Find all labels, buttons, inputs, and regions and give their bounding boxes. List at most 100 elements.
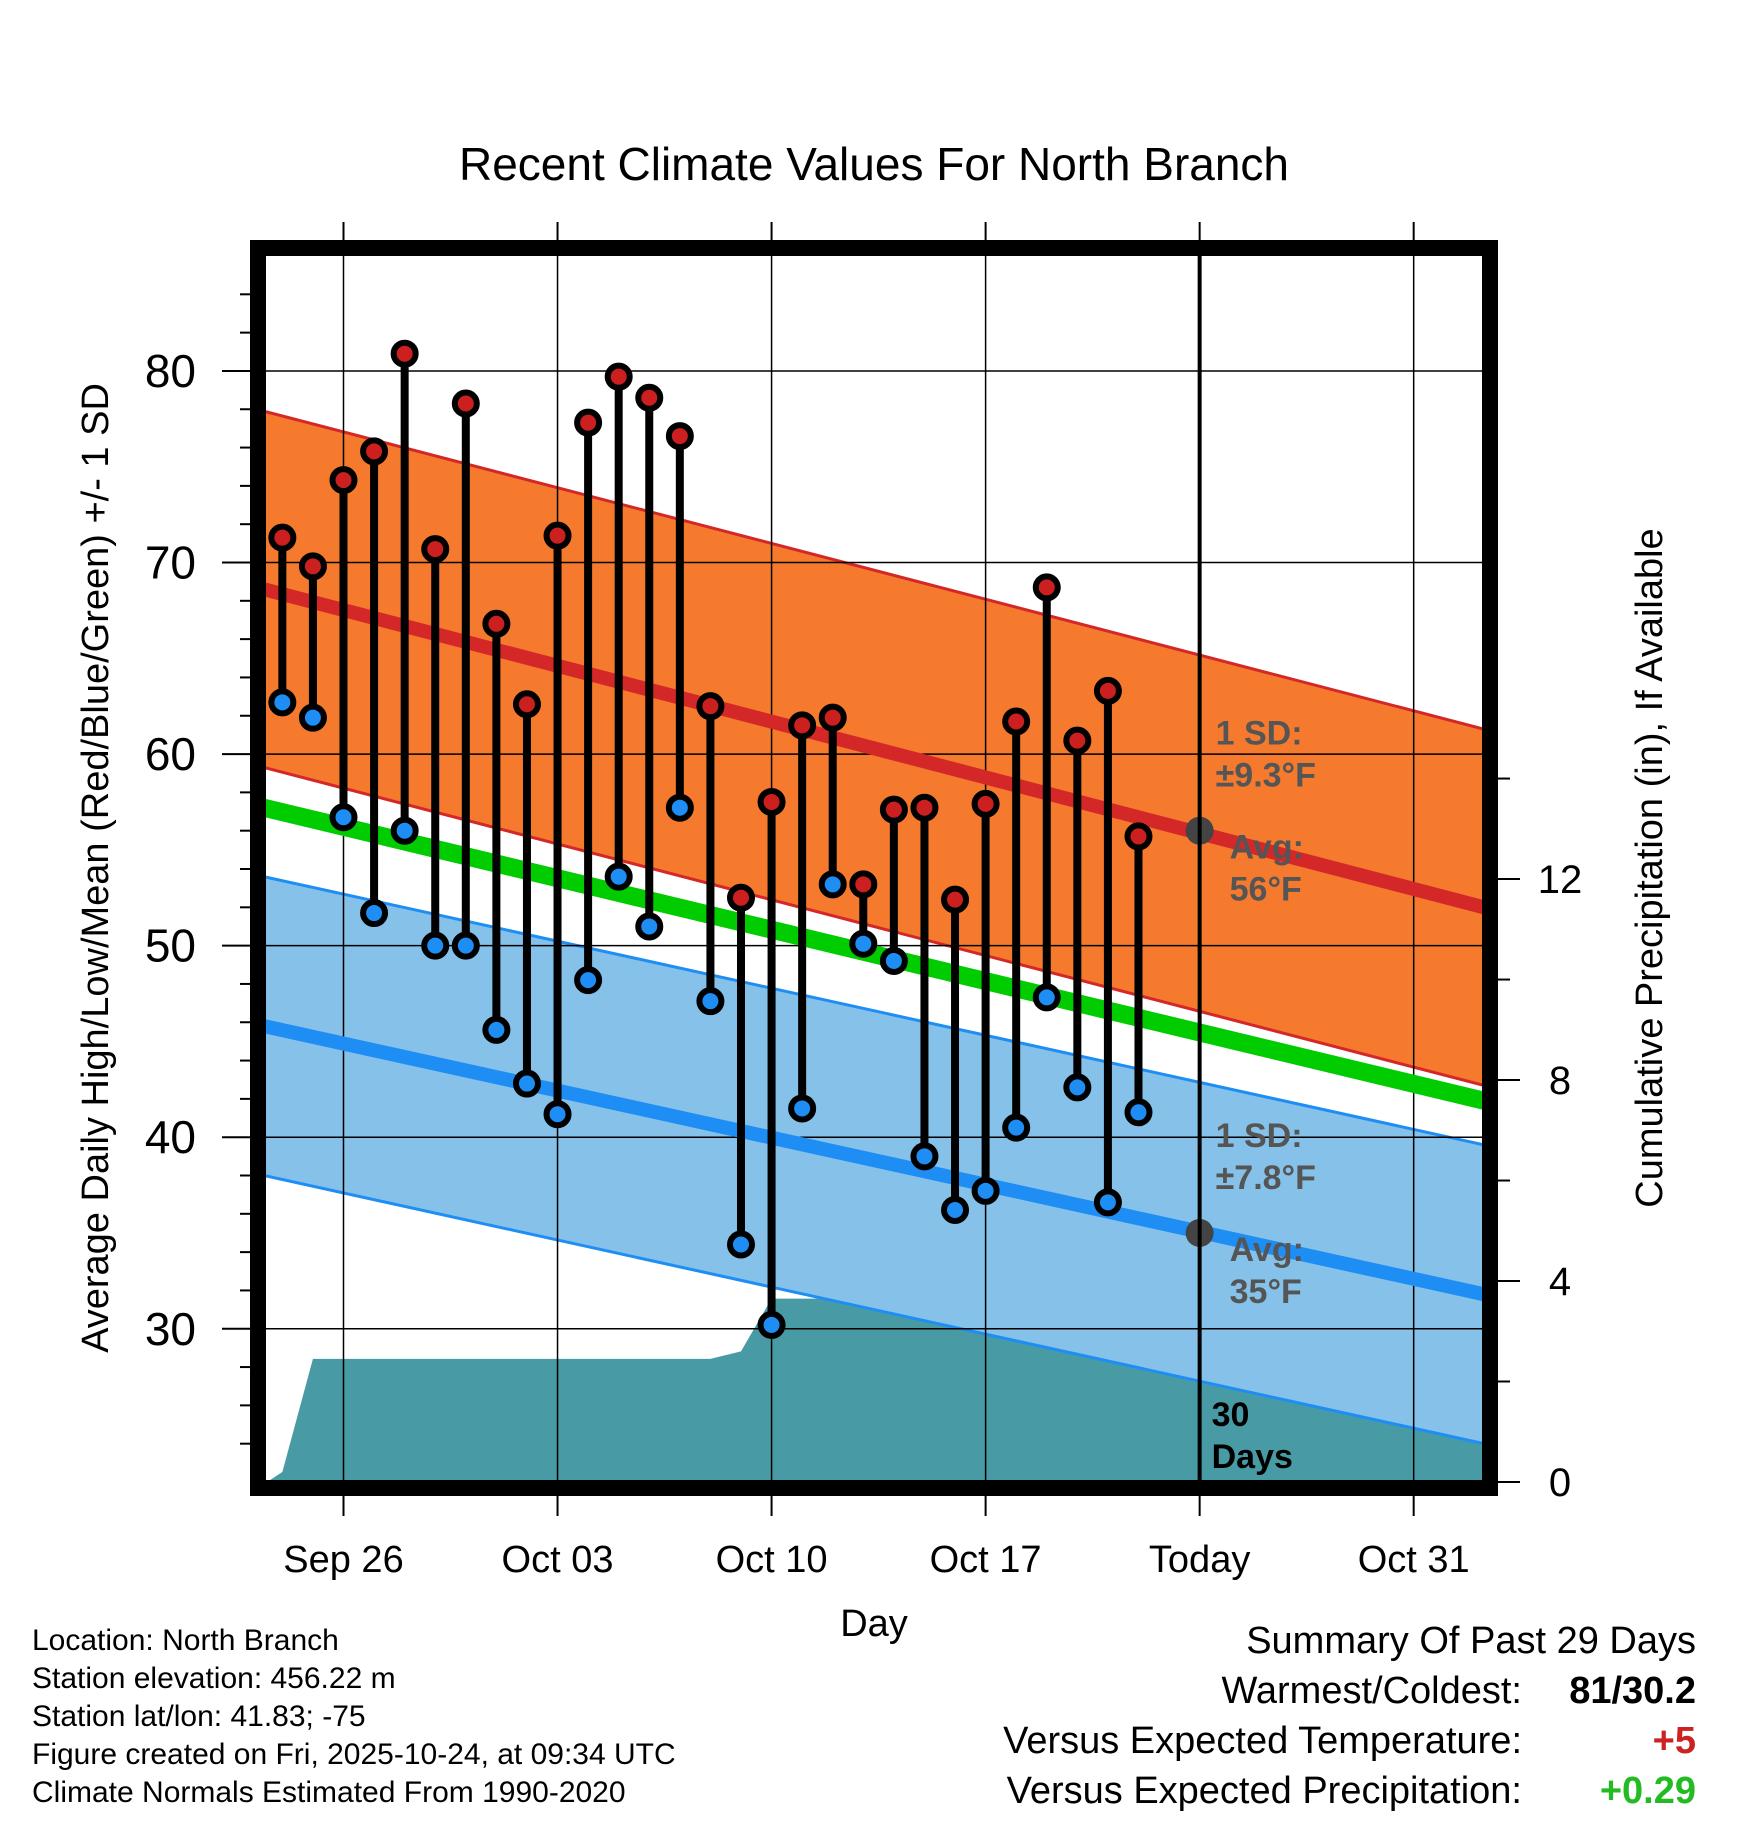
daily-high-point xyxy=(482,609,511,638)
daily-low-point xyxy=(788,1094,817,1123)
x-tick-label: Oct 10 xyxy=(716,1539,828,1581)
daily-low-point xyxy=(268,688,297,717)
daily-high-point xyxy=(665,422,694,451)
daily-high-point xyxy=(329,466,358,495)
daily-low-point xyxy=(757,1310,786,1339)
location-line: Location: North Branch xyxy=(32,1624,339,1657)
daily-low-point xyxy=(360,899,389,928)
y-tick-label: 50 xyxy=(145,920,196,972)
daily-high-point xyxy=(849,870,878,899)
daily-low-point xyxy=(329,803,358,832)
daily-high-point xyxy=(910,793,939,822)
daily-low-point xyxy=(1002,1113,1031,1142)
daily-high-point xyxy=(268,523,297,552)
low-avg-label: Avg: xyxy=(1230,1231,1304,1269)
daily-low-point xyxy=(879,946,908,975)
low-sd-value: ±7.8°F xyxy=(1216,1159,1316,1197)
daily-high-point xyxy=(726,883,755,912)
daily-high-point xyxy=(971,789,1000,818)
summary-title: Summary Of Past 29 Days xyxy=(1246,1620,1696,1662)
daily-high-point xyxy=(818,703,847,732)
warmest-coldest-row: Warmest/Coldest: 81/30.2 xyxy=(1003,1666,1696,1716)
daily-low-point xyxy=(543,1100,572,1129)
temp-vs-expected-value: +5 xyxy=(1652,1720,1696,1762)
high-sd-value: ±9.3°F xyxy=(1216,757,1316,795)
daily-high-point xyxy=(635,383,664,412)
daily-low-point xyxy=(451,931,480,960)
daily-high-point xyxy=(421,535,450,564)
daily-low-point xyxy=(390,816,419,845)
daily-low-point xyxy=(1124,1098,1153,1127)
daily-high-point xyxy=(390,339,419,368)
daily-low-point xyxy=(941,1195,970,1224)
x-tick-label: Oct 31 xyxy=(1358,1539,1470,1581)
high-sd-label: 1 SD: xyxy=(1216,715,1303,753)
temp-vs-expected-label: Versus Expected Temperature: xyxy=(1003,1720,1522,1762)
daily-high-point xyxy=(1063,726,1092,755)
daily-low-point xyxy=(726,1230,755,1259)
high-avg-label: Avg: xyxy=(1230,829,1304,867)
days-count-word: Days xyxy=(1212,1438,1293,1476)
daily-low-point xyxy=(604,862,633,891)
daily-low-point xyxy=(818,870,847,899)
x-tick-label: Oct 03 xyxy=(502,1539,614,1581)
daily-high-point xyxy=(1124,822,1153,851)
x-axis: Sep 26 Oct 03 Oct 10 Oct 17 Today Oct 31 xyxy=(283,222,1470,1581)
daily-high-point xyxy=(879,795,908,824)
summary-panel: Summary Of Past 29 Days Warmest/Coldest:… xyxy=(1003,1616,1696,1816)
temp-vs-expected-row: Versus Expected Temperature: +5 xyxy=(1003,1716,1696,1766)
warmest-coldest-value: 81/30.2 xyxy=(1569,1670,1696,1712)
daily-range-bars xyxy=(268,339,1153,1339)
daily-high-point xyxy=(941,885,970,914)
y2-tick-label: 0 xyxy=(1549,1461,1571,1505)
y2-axis-label: Cumulative Precipitation (in), If Availa… xyxy=(1629,528,1671,1207)
x-axis-label: Day xyxy=(840,1603,908,1645)
daily-low-point xyxy=(574,966,603,995)
daily-high-point xyxy=(604,362,633,391)
daily-low-point xyxy=(910,1142,939,1171)
y2-tick-label: 12 xyxy=(1538,858,1583,902)
precip-vs-expected-value: +0.29 xyxy=(1599,1770,1696,1812)
daily-low-point xyxy=(849,929,878,958)
latlon-line: Station lat/lon: 41.83; -75 xyxy=(32,1700,366,1733)
daily-high-point xyxy=(1032,573,1061,602)
created-line: Figure created on Fri, 2025-10-24, at 09… xyxy=(32,1738,676,1771)
daily-high-point xyxy=(360,437,389,466)
daily-high-point xyxy=(788,711,817,740)
elevation-line: Station elevation: 456.22 m xyxy=(32,1662,396,1695)
normals-line: Climate Normals Estimated From 1990-2020 xyxy=(32,1776,626,1809)
daily-low-point xyxy=(635,912,664,941)
chart-title: Recent Climate Values For North Branch xyxy=(459,138,1289,190)
precip-vs-expected-label: Versus Expected Precipitation: xyxy=(1006,1770,1522,1812)
y-tick-label: 40 xyxy=(145,1111,196,1163)
precip-vs-expected-row: Versus Expected Precipitation: +0.29 xyxy=(1003,1766,1696,1816)
daily-low-point xyxy=(696,987,725,1016)
y-tick-label: 30 xyxy=(145,1303,196,1355)
daily-low-point xyxy=(665,793,694,822)
chart-annotations: 1 SD: ±9.3°F Avg: 56°F 1 SD: ±7.8°F Avg: 35°F 30… xyxy=(1212,715,1316,1476)
low-sd-band-lower-edge xyxy=(264,1174,1484,1446)
normal-low-line xyxy=(264,1019,1484,1302)
low-avg-value: 35°F xyxy=(1230,1273,1302,1311)
y-axis-right: 0 4 8 12 xyxy=(1498,777,1583,1505)
daily-high-point xyxy=(451,389,480,418)
daily-low-point xyxy=(1032,983,1061,1012)
y-tick-label: 70 xyxy=(145,537,196,589)
daily-high-point xyxy=(574,408,603,437)
y-axis-left: 30 40 50 60 70 80 xyxy=(145,293,250,1445)
station-info: Location: North Branch Station elevation… xyxy=(32,1622,676,1812)
warmest-coldest-label: Warmest/Coldest: xyxy=(1221,1670,1522,1712)
daily-low-point xyxy=(971,1176,1000,1205)
daily-low-point xyxy=(1063,1073,1092,1102)
daily-high-point xyxy=(1093,676,1122,705)
x-tick-label: Sep 26 xyxy=(283,1539,403,1581)
daily-high-point xyxy=(543,521,572,550)
daily-low-point xyxy=(482,1015,511,1044)
x-tick-label: Oct 17 xyxy=(930,1539,1042,1581)
days-count-number: 30 xyxy=(1212,1396,1250,1434)
x-tick-label: Today xyxy=(1149,1539,1250,1581)
high-avg-value: 56°F xyxy=(1230,871,1302,909)
y-axis-label: Average Daily High/Low/Mean (Red/Blue/Gr… xyxy=(75,383,117,1353)
daily-high-point xyxy=(696,692,725,721)
